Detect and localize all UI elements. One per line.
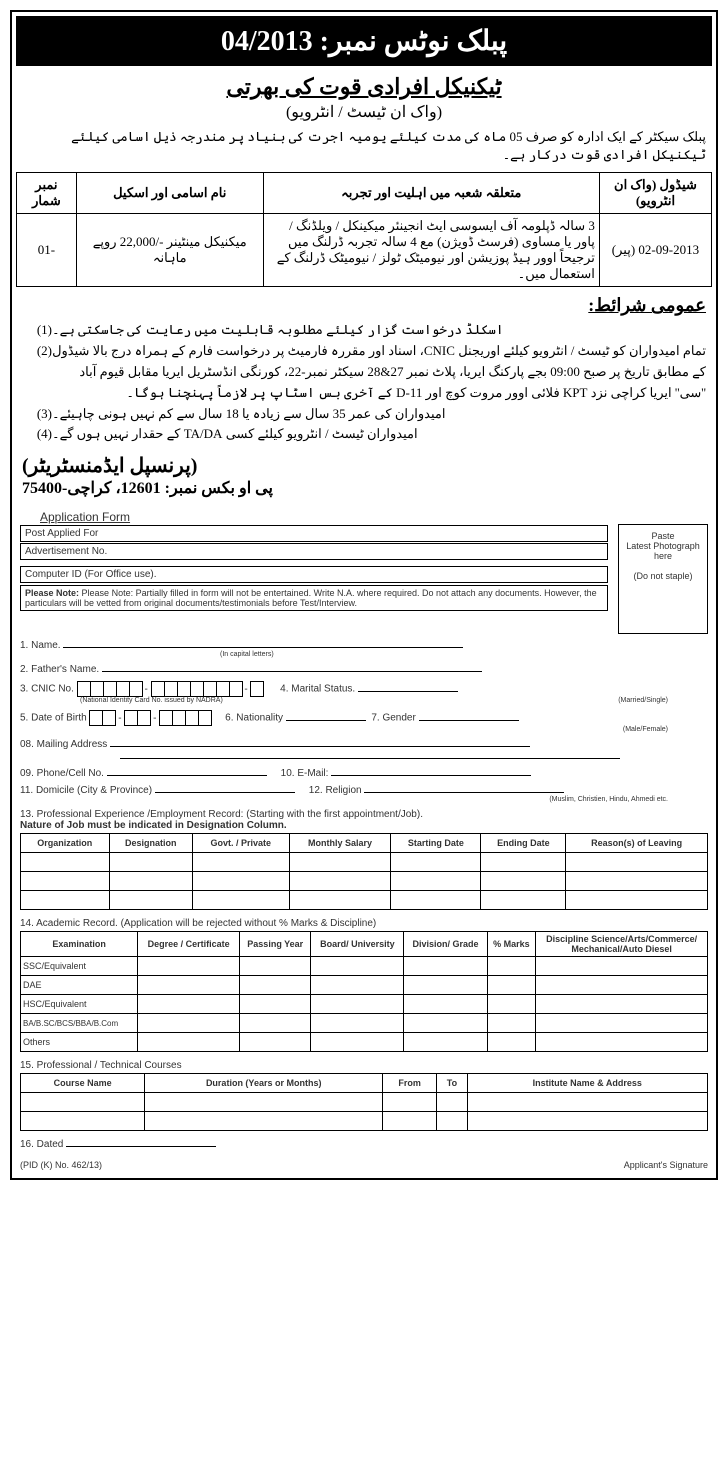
label-cnic: 3. CNIC No. bbox=[20, 684, 74, 695]
computer-id-box: Computer ID (For Office use). bbox=[20, 566, 608, 583]
section-15: 15. Professional / Technical Courses bbox=[20, 1060, 708, 1071]
sub-title: (واک ان ٹیسٹ / انٹرویو) bbox=[16, 102, 712, 122]
label-domicile: 11. Domicile (City & Province) bbox=[20, 785, 152, 796]
signature-block: (پرنسپل ایڈمنسٹریٹر) پی او بکس نمبر: 126… bbox=[22, 453, 706, 498]
section-13: 13. Professional Experience /Employment … bbox=[20, 809, 708, 831]
th-post: نام اسامی اور اسکیل bbox=[76, 173, 263, 214]
td-schedule: 02-09-2013 (پیر) bbox=[599, 214, 711, 287]
label-dated: 16. Dated bbox=[20, 1139, 63, 1150]
td-sr: -01 bbox=[17, 214, 77, 287]
label-gender: 7. Gender bbox=[371, 713, 415, 724]
job-table: شیڈول (واک ان انٹرویو) متعلقہ شعبہ میں ا… bbox=[16, 172, 712, 287]
experience-table: OrganizationDesignationGovt. / Private M… bbox=[20, 833, 708, 910]
academic-table: ExaminationDegree / CertificatePassing Y… bbox=[20, 931, 708, 1052]
post-applied-box: Post Applied For bbox=[20, 525, 608, 542]
form-title: Application Form bbox=[40, 510, 708, 524]
td-qualification: 3 سالہ ڈپلومہ آف ایسوسی ایٹ انجینئر میکی… bbox=[263, 214, 599, 287]
conditions-header: عمومی شرائط: bbox=[22, 295, 706, 316]
section-14: 14. Academic Record. (Application will b… bbox=[20, 918, 708, 929]
photo-box: Paste Latest Photograph here (Do not sta… bbox=[618, 524, 708, 634]
courses-table: Course NameDuration (Years or Months)Fro… bbox=[20, 1073, 708, 1131]
cnic-boxes: - - bbox=[77, 684, 267, 695]
main-title: ٹیکنیکل افرادی قوت کی بھرتی bbox=[16, 74, 712, 100]
conditions-list: (1)اسکلڈ درخواست گزار کیلئے مطلوبہ قابلی… bbox=[22, 320, 706, 445]
label-email: 10. E-Mail: bbox=[281, 768, 329, 779]
label-address: 08. Mailing Address bbox=[20, 739, 107, 750]
td-post: میکنیکل مینٹینر -/22,000 روپے ماہانہ bbox=[76, 214, 263, 287]
cond-1: اسکلڈ درخواست گزار کیلئے مطلوبہ قابلیت م… bbox=[52, 320, 503, 341]
document-container: پبلک نوٹس نمبر: 04/2013 ٹیکنیکل افرادی ق… bbox=[10, 10, 718, 1180]
label-father: 2. Father's Name. bbox=[20, 664, 99, 675]
cond-3: امیدواران کی عمر 35 سال سے زیادہ یا 18 س… bbox=[52, 404, 445, 425]
intro-text: پبلک سیکٹر کے ایک ادارہ کو صرف 05 ماہ کی… bbox=[22, 128, 706, 164]
sig-title: (پرنسپل ایڈمنسٹریٹر) bbox=[22, 453, 706, 478]
cond-2: تمام امیدواران کو ٹیسٹ / انٹرویو کیلئے ا… bbox=[52, 341, 706, 403]
sig-address: پی او بکس نمبر: 12601، کراچی-75400 bbox=[22, 478, 706, 498]
note-box: Please Note: Please Note: Partially fill… bbox=[20, 585, 608, 611]
pid-no: (PID (K) No. 462/13) bbox=[20, 1160, 102, 1170]
cond-4: امیدواران ٹیسٹ / انٹرویو کیلئے کسی TA/DA… bbox=[52, 424, 418, 445]
label-phone: 09. Phone/Cell No. bbox=[20, 768, 104, 779]
th-qualification: متعلقہ شعبہ میں اہلیت اور تجربہ bbox=[263, 173, 599, 214]
label-religion: 12. Religion bbox=[309, 785, 362, 796]
th-schedule: شیڈول (واک ان انٹرویو) bbox=[599, 173, 711, 214]
ad-no-box: Advertisement No. bbox=[20, 543, 608, 560]
label-nationality: 6. Nationality bbox=[225, 713, 283, 724]
application-form: Application Form Paste Latest Photograph… bbox=[16, 506, 712, 1174]
applicant-sig: Applicant's Signature bbox=[624, 1160, 708, 1170]
th-sr: نمبر شمار bbox=[17, 173, 77, 214]
label-dob: 5. Date of Birth bbox=[20, 713, 87, 724]
label-name: 1. Name. bbox=[20, 640, 61, 651]
label-marital: 4. Marital Status. bbox=[280, 684, 355, 695]
header-title: پبلک نوٹس نمبر: 04/2013 bbox=[16, 16, 712, 66]
